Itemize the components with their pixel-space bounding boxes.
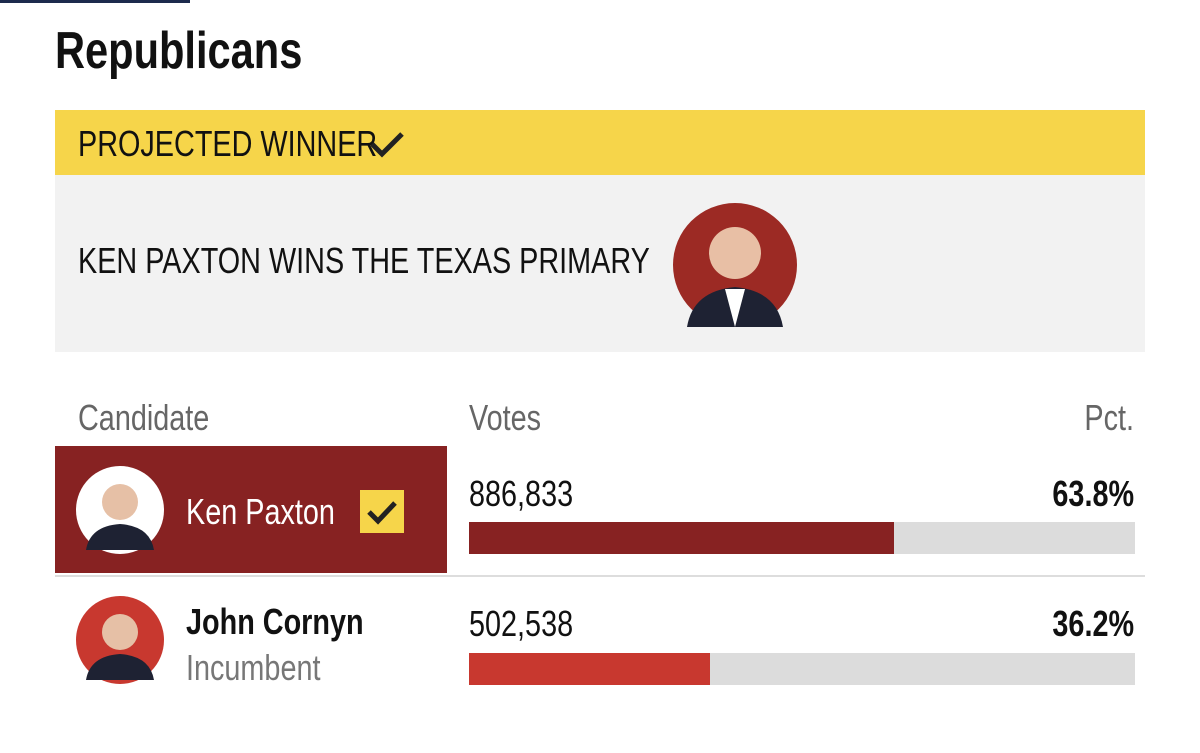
votes: 886,833 xyxy=(469,476,599,512)
pct-bar xyxy=(469,522,894,554)
photo-face xyxy=(102,484,138,520)
pct-bar xyxy=(469,653,711,685)
candidate-note: Incumbent xyxy=(186,650,354,686)
row-divider xyxy=(55,575,1145,577)
pct: 63.8% xyxy=(1032,476,1134,512)
check-path xyxy=(367,501,397,525)
winner-banner: PROJECTED WINNER xyxy=(55,110,1145,175)
headline-text: KEN PAXTON WINS THE TEXAS PRIMARY xyxy=(78,240,650,281)
pct-text: 63.8% xyxy=(1052,473,1134,514)
photo-suit xyxy=(86,524,154,550)
photo-suit xyxy=(86,654,154,680)
photo-face xyxy=(709,227,761,279)
candidate-name: John Cornyn xyxy=(186,604,408,640)
bar-track xyxy=(469,522,1135,554)
pct-text: 36.2% xyxy=(1052,603,1134,644)
candidate-name-text: Ken Paxton xyxy=(186,491,335,532)
col-text: Pct. xyxy=(1084,397,1134,438)
candidate-note-text: Incumbent xyxy=(186,647,321,688)
col-candidate: Candidate xyxy=(78,400,242,436)
section-title-text: Republicans xyxy=(55,22,303,80)
votes-text: 502,538 xyxy=(469,603,574,644)
candidate-photo xyxy=(76,466,164,554)
banner-label-text: PROJECTED WINNER xyxy=(78,123,378,164)
winner-check xyxy=(360,490,404,533)
check-path xyxy=(370,132,404,158)
col-text: Votes xyxy=(469,397,542,438)
col-text: Candidate xyxy=(78,397,210,438)
bar-track xyxy=(469,653,1135,685)
photo-face xyxy=(102,614,138,650)
banner-check xyxy=(370,132,404,158)
photo-shirt xyxy=(725,289,745,327)
col-pct: Pct. xyxy=(1072,400,1134,436)
candidate-name-text: John Cornyn xyxy=(186,601,364,642)
check-box xyxy=(360,490,404,533)
pct: 36.2% xyxy=(1032,606,1134,642)
candidate-name: Ken Paxton xyxy=(186,494,372,530)
headline: KEN PAXTON WINS THE TEXAS PRIMARY xyxy=(78,243,793,279)
banner-label: PROJECTED WINNER xyxy=(78,126,452,162)
nav-accent xyxy=(0,0,190,3)
votes-text: 886,833 xyxy=(469,473,574,514)
votes: 502,538 xyxy=(469,606,599,642)
candidate-photo xyxy=(76,596,164,684)
col-votes: Votes xyxy=(469,400,559,436)
winner-photo xyxy=(673,203,797,327)
headline-box: KEN PAXTON WINS THE TEXAS PRIMARY xyxy=(55,175,1145,352)
section-title: Republicans xyxy=(55,25,364,77)
